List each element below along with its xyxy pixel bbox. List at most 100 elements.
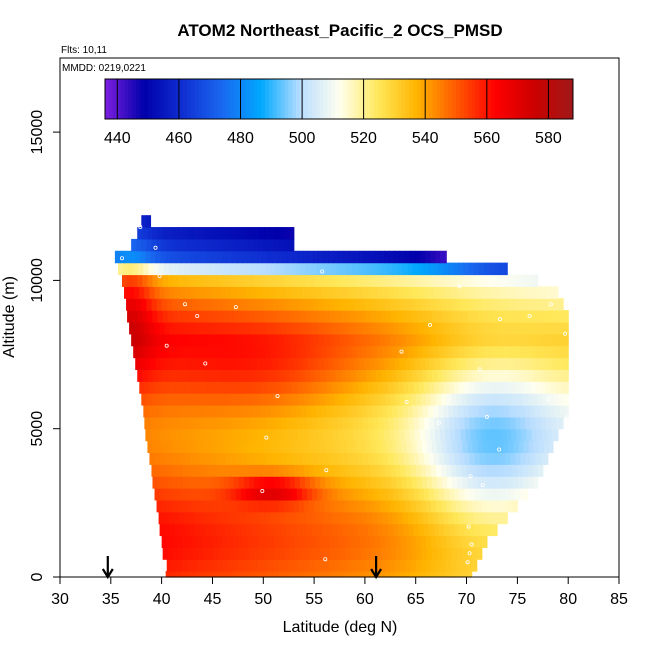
profile-point: [203, 361, 208, 366]
heatmap-cell: [392, 262, 399, 276]
heatmap-cell: [503, 440, 509, 454]
heatmap-cell: [278, 393, 285, 406]
colorbar-segment: [432, 79, 437, 119]
heatmap-cell: [349, 464, 356, 477]
heatmap-cell: [377, 345, 383, 359]
heatmap-cell: [159, 381, 166, 394]
heatmap-cell: [284, 547, 291, 560]
heatmap-cell: [371, 310, 377, 323]
heatmap-cell: [296, 452, 303, 465]
heatmap-cell: [154, 381, 161, 394]
heatmap-cell: [255, 511, 261, 525]
heatmap-cell: [527, 298, 534, 311]
heatmap-cell: [212, 393, 219, 406]
heatmap-cell: [161, 535, 168, 548]
heatmap-cell: [330, 547, 337, 560]
heatmap-cell: [520, 452, 527, 465]
heatmap-cell: [249, 369, 255, 382]
heatmap-cell: [533, 369, 540, 382]
latitude-arrow: [370, 556, 383, 580]
heatmap-cell: [201, 428, 207, 442]
colorbar-segment: [557, 79, 562, 119]
heatmap-cell: [303, 464, 310, 477]
heatmap-cell: [362, 381, 369, 394]
heatmap-cell: [299, 310, 306, 323]
profile-point: [323, 557, 328, 562]
heatmap-cell: [206, 428, 213, 442]
heatmap-cell: [354, 464, 361, 477]
heatmap-cell: [214, 404, 221, 418]
heatmap-cell: [157, 369, 164, 382]
colorbar-segment: [358, 79, 363, 119]
heatmap-cell: [248, 464, 254, 477]
heatmap-cell: [502, 499, 508, 513]
heatmap-cell: [171, 499, 178, 513]
heatmap-cell: [565, 404, 569, 418]
heatmap-cell: [188, 369, 194, 382]
colorbar-segment: [549, 79, 554, 119]
heatmap-cell: [286, 452, 293, 465]
heatmap-cell: [512, 499, 518, 513]
heatmap-cell: [416, 440, 423, 454]
heatmap-cell: [470, 571, 473, 578]
colorbar-segment: [409, 79, 414, 119]
y-tick-label: 15000: [29, 110, 46, 155]
heatmap-cell: [536, 357, 543, 370]
heatmap-cell: [132, 274, 138, 287]
heatmap-cell: [441, 535, 447, 548]
heatmap-cell: [212, 238, 219, 252]
heatmap-cell: [378, 416, 384, 430]
heatmap-cell: [312, 381, 318, 394]
heatmap-cell: [523, 310, 530, 323]
heatmap-cell: [563, 333, 569, 347]
heatmap-cell: [244, 345, 251, 359]
heatmap-cell: [377, 511, 383, 525]
heatmap-cell: [471, 499, 478, 513]
heatmap-cell: [156, 393, 163, 406]
heatmap-cell: [464, 381, 471, 394]
heatmap-cell: [446, 464, 452, 477]
heatmap-cell: [141, 333, 147, 347]
heatmap-cell: [309, 333, 315, 347]
heatmap-cell: [228, 310, 235, 323]
heatmap-cell: [322, 286, 328, 299]
colorbar-segment: [124, 79, 129, 119]
colorbar-segment: [218, 79, 223, 119]
heatmap-cell: [365, 547, 372, 560]
heatmap-cell: [493, 345, 500, 359]
heatmap-cell: [413, 321, 420, 335]
heatmap-cell: [456, 535, 463, 548]
heatmap-cell: [455, 357, 462, 370]
heatmap-cell: [469, 488, 476, 501]
heatmap-cell: [294, 440, 301, 454]
heatmap-cell: [410, 298, 417, 311]
heatmap-cell: [210, 452, 217, 465]
heatmap-cell: [224, 404, 231, 418]
heatmap-cell: [199, 262, 205, 276]
heatmap-cell: [474, 523, 481, 537]
heatmap-cell: [431, 440, 438, 454]
heatmap-cell: [229, 262, 236, 276]
heatmap-cell: [172, 274, 179, 287]
heatmap-cell: [273, 298, 280, 311]
heatmap-cell: [190, 381, 196, 394]
heatmap-cell: [469, 452, 476, 465]
heatmap-cell: [436, 559, 442, 572]
heatmap-cell: [161, 333, 168, 347]
heatmap-cell: [139, 286, 145, 299]
heatmap-cell: [263, 393, 269, 406]
colorbar-segment: [163, 79, 168, 119]
heatmap-cell: [427, 262, 434, 276]
heatmap-cell: [264, 369, 270, 382]
heatmap-cell: [232, 559, 239, 572]
heatmap-cell: [230, 523, 237, 537]
heatmap-cell: [558, 393, 564, 406]
heatmap-cell: [426, 274, 433, 287]
heatmap-cell: [421, 369, 428, 382]
heatmap-cell: [477, 274, 484, 287]
x-tick-label: 70: [458, 591, 476, 608]
heatmap-cell: [479, 321, 486, 335]
heatmap-cell: [297, 428, 304, 442]
heatmap-cell: [355, 476, 362, 489]
heatmap-cell: [415, 559, 422, 572]
